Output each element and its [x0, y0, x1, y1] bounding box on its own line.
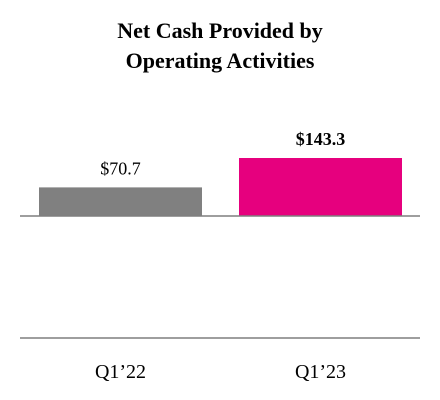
chart-title-line-1: Net Cash Provided by	[117, 18, 323, 43]
bar-1	[39, 187, 202, 216]
chart-title: Net Cash Provided by Operating Activitie…	[0, 16, 440, 76]
x-tick-label-2: Q1’23	[295, 361, 346, 383]
data-label-1: $70.7	[100, 158, 141, 178]
chart-title-line-2: Operating Activities	[125, 48, 315, 73]
x-tick-label-1: Q1’22	[95, 361, 146, 383]
bar-2	[239, 158, 402, 216]
data-label-2: $143.3	[296, 129, 346, 149]
